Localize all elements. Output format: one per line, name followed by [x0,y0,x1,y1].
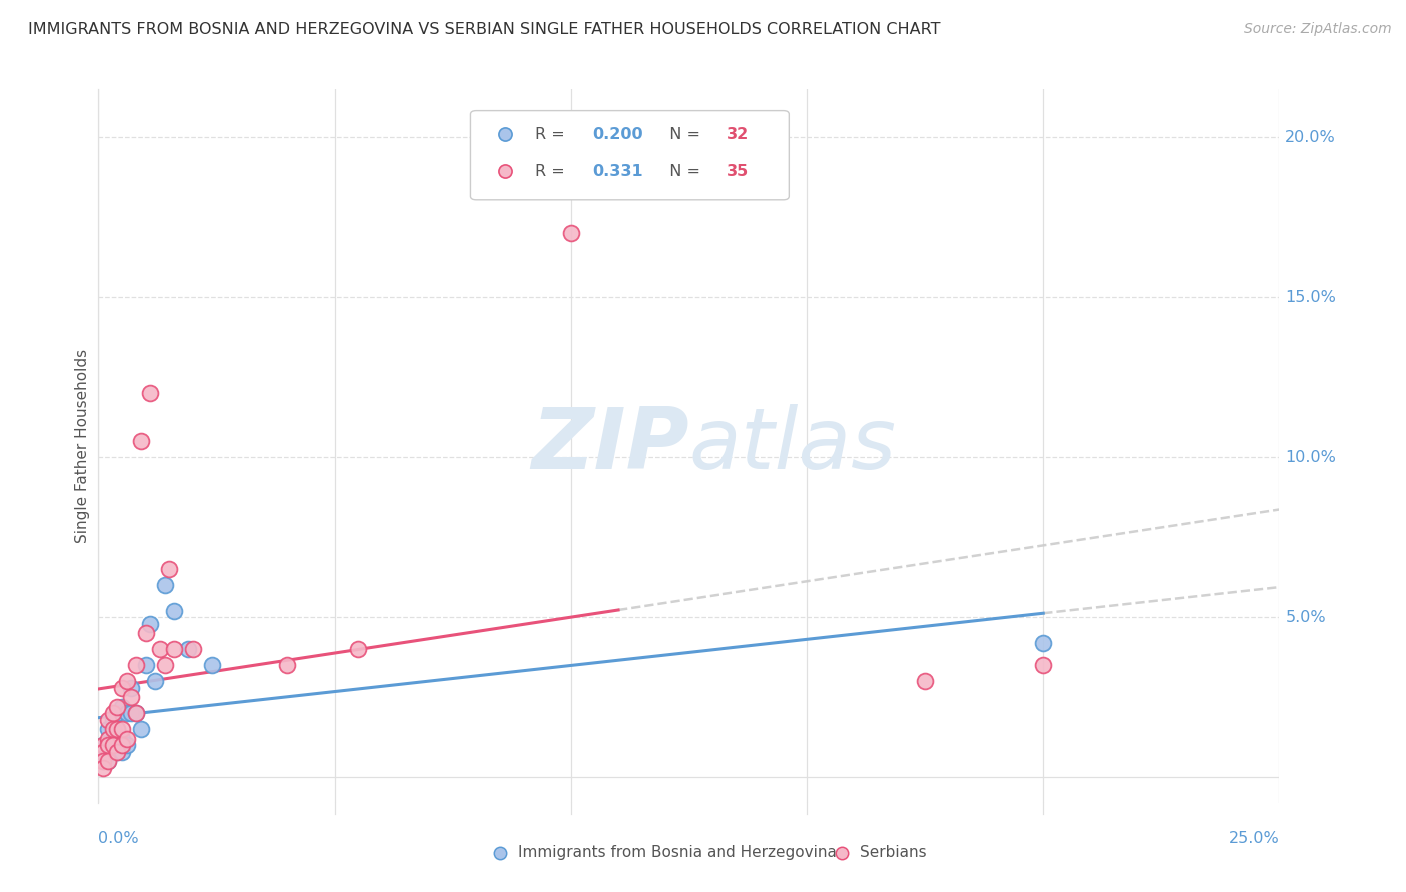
Point [97,738,120,752]
Point [135,626,157,640]
Y-axis label: Single Father Households: Single Father Households [75,349,90,543]
Text: 32: 32 [727,127,749,142]
Point [111,731,134,746]
Text: atlas: atlas [689,404,897,488]
Point [111,722,134,736]
Point [115,674,138,689]
Text: R =: R = [536,127,571,142]
Point [201,658,224,673]
Point [111,681,134,695]
Point [97,745,120,759]
Point [91,738,114,752]
Point [101,713,124,727]
Text: ZIP: ZIP [531,404,689,488]
Point [135,658,157,673]
Point [1032,658,1054,673]
Point [347,642,370,657]
Point [115,738,138,752]
Text: R =: R = [536,164,571,178]
Point [97,754,120,768]
Text: 35: 35 [727,164,749,178]
Point [101,722,124,736]
Point [101,738,124,752]
Point [560,226,582,240]
Point [153,578,176,592]
Text: IMMIGRANTS FROM BOSNIA AND HERZEGOVINA VS SERBIAN SINGLE FATHER HOUSEHOLDS CORRE: IMMIGRANTS FROM BOSNIA AND HERZEGOVINA V… [28,22,941,37]
Point [105,706,128,721]
Text: N =: N = [659,164,706,178]
Point [105,722,128,736]
Point [163,642,186,657]
Point [105,745,128,759]
Point [125,706,148,721]
Point [121,706,143,721]
Point [111,745,134,759]
Point [129,434,152,449]
Point [105,722,128,736]
Text: N =: N = [659,127,706,142]
Point [914,674,936,689]
Text: 10.0%: 10.0% [1285,450,1336,465]
Point [121,690,143,705]
Point [157,562,180,576]
Point [105,699,128,714]
Text: Source: ZipAtlas.com: Source: ZipAtlas.com [1244,22,1392,37]
Point [97,713,120,727]
Point [111,738,134,752]
Text: 0.200: 0.200 [592,127,643,142]
Point [91,761,114,775]
Point [181,642,204,657]
Point [97,722,120,736]
Point [101,738,124,752]
Point [91,745,114,759]
Point [115,706,138,721]
Point [101,706,124,721]
Point [97,738,120,752]
Point [97,754,120,768]
Text: 0.331: 0.331 [592,164,643,178]
Text: Immigrants from Bosnia and Herzegovina: Immigrants from Bosnia and Herzegovina [517,846,837,860]
Text: 0.0%: 0.0% [98,831,139,847]
Text: Serbians: Serbians [860,846,927,860]
Point [1032,636,1054,650]
Point [91,738,114,752]
Point [115,731,138,746]
Point [149,642,172,657]
Text: 25.0%: 25.0% [1229,831,1279,847]
Point [139,386,162,401]
Point [177,642,200,657]
Point [276,658,298,673]
Point [101,745,124,759]
Point [153,658,176,673]
Text: 5.0%: 5.0% [1285,610,1326,624]
Point [91,754,114,768]
Point [111,699,134,714]
Text: 20.0%: 20.0% [1285,129,1336,145]
Point [91,754,114,768]
Point [97,731,120,746]
FancyBboxPatch shape [471,111,789,200]
Point [91,745,114,759]
Point [125,658,148,673]
Point [129,722,152,736]
Point [163,604,186,618]
Text: 15.0%: 15.0% [1285,290,1336,305]
Point [105,745,128,759]
Point [125,706,148,721]
Point [143,674,166,689]
Point [121,681,143,695]
Point [105,731,128,746]
Point [101,731,124,746]
Point [139,616,162,631]
